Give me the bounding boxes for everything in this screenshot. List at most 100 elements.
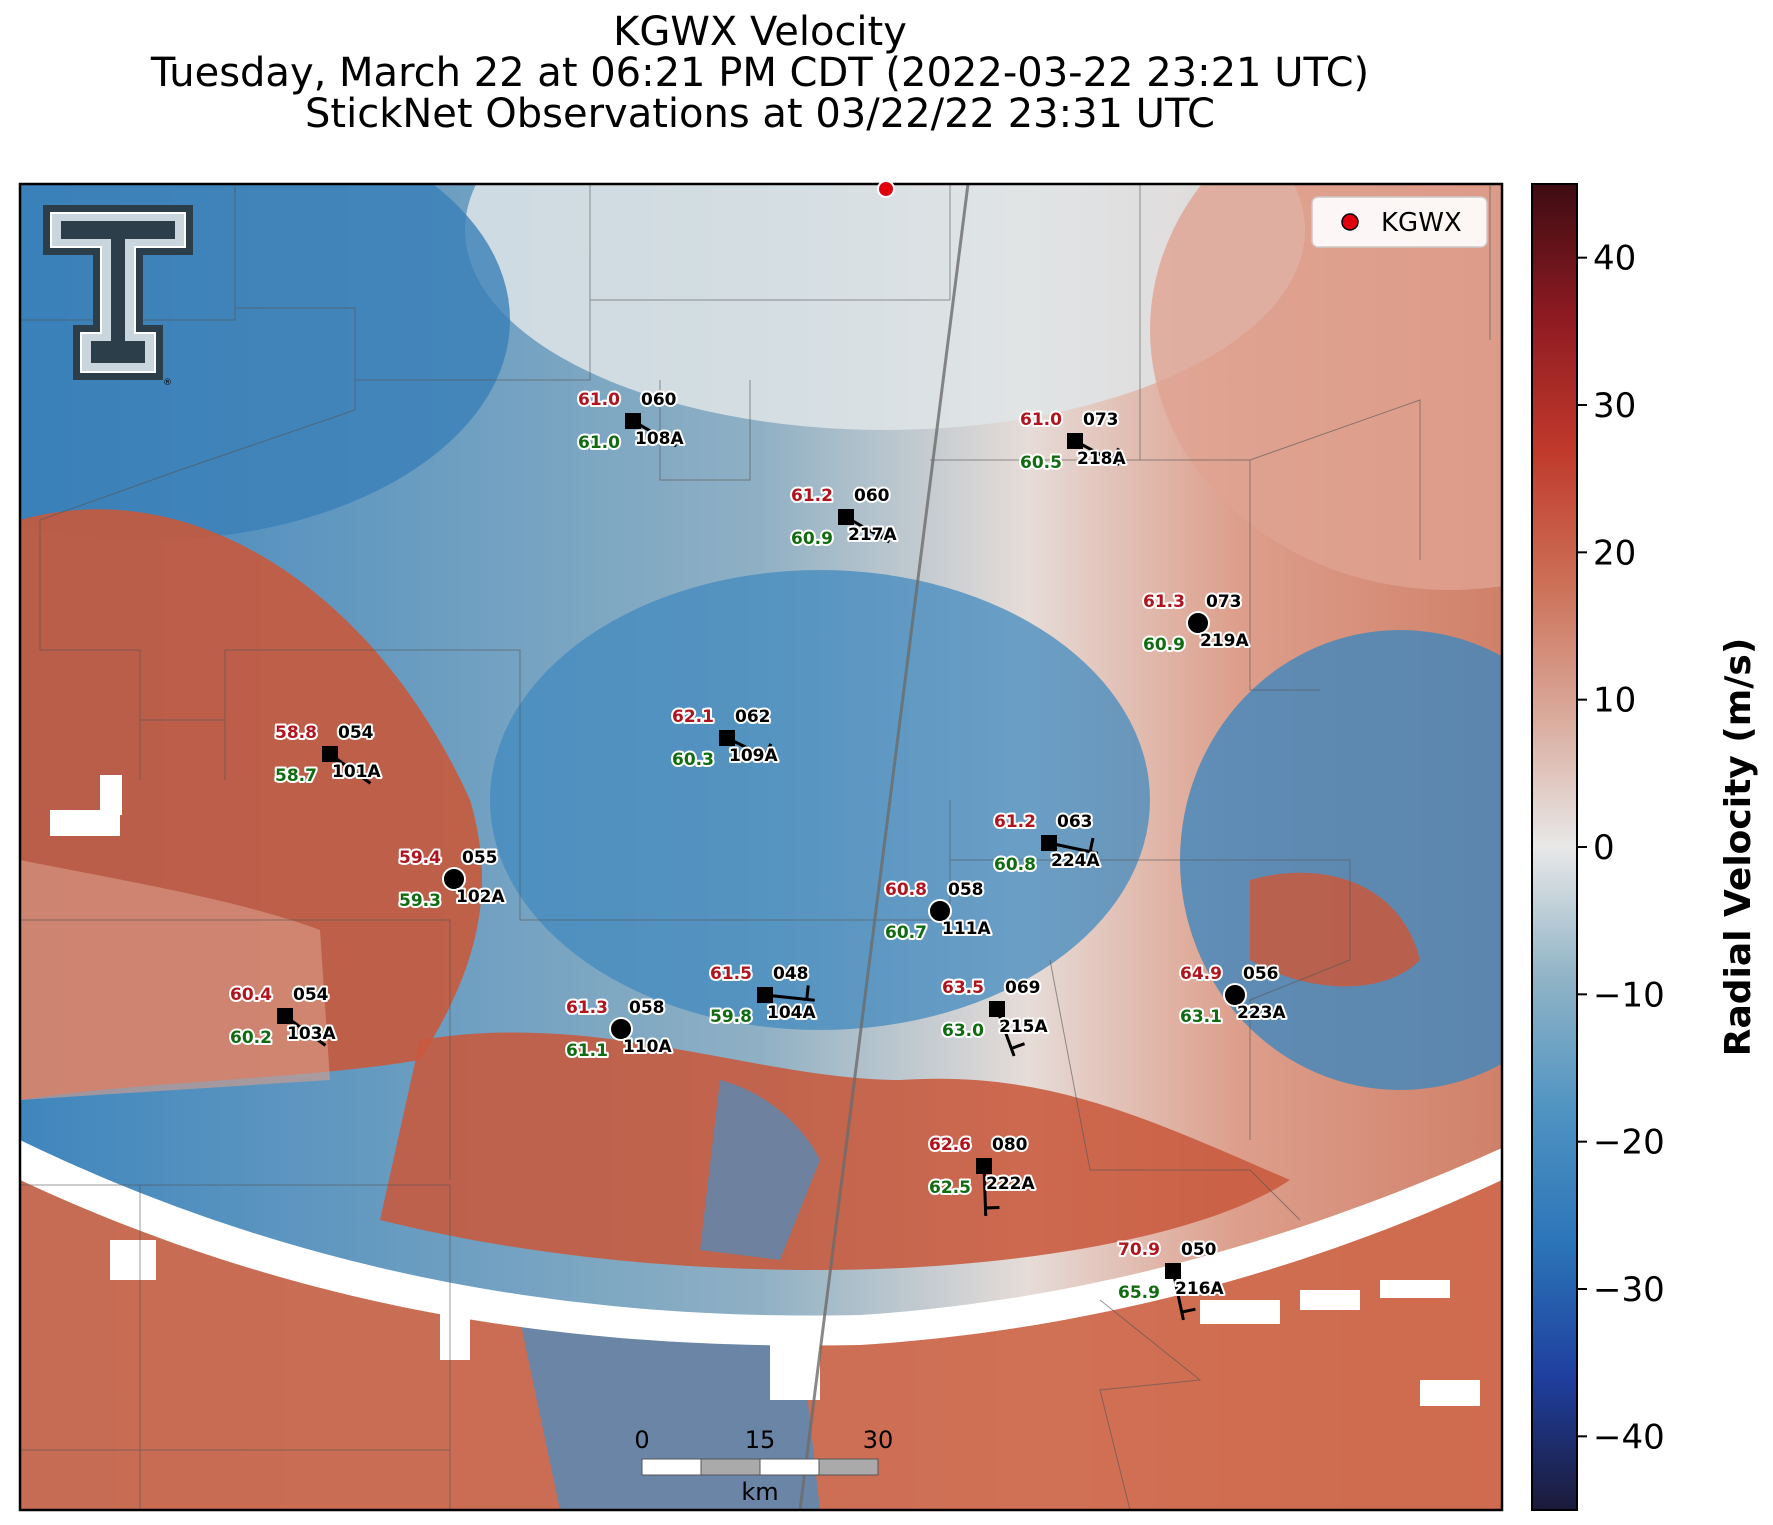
colorbar-tick-label: 10	[1593, 681, 1636, 721]
station-marker-square	[1041, 835, 1057, 851]
station-temperature: 64.9	[1180, 964, 1222, 984]
station-id: 109A	[729, 746, 778, 766]
wind-barb-flag	[362, 766, 374, 780]
scale-bar: 0 15 30 km	[634, 1426, 893, 1506]
station-222A: 62.6 080 62.5 222A	[927, 1133, 1037, 1217]
station-dewpoint: 59.8	[710, 1007, 752, 1027]
legend-marker	[1341, 213, 1359, 231]
station-216A: 70.9 050 65.9 216A	[1116, 1238, 1226, 1321]
station-marker-square	[1165, 1263, 1181, 1279]
colorbar-tick-label: −20	[1593, 1123, 1665, 1163]
station-marker-square	[625, 413, 641, 429]
wind-barb-flag	[763, 743, 773, 758]
station-dewpoint: 60.2	[230, 1028, 272, 1048]
station-temperature: 60.4	[230, 985, 272, 1005]
station-marker-circle	[1223, 983, 1247, 1007]
station-wind-direction: 058	[948, 880, 984, 900]
station-wind-direction: 050	[1181, 1240, 1217, 1260]
station-dewpoint: 62.5	[929, 1178, 971, 1198]
station-dewpoint: 58.7	[275, 766, 317, 786]
colorbar-tick-label: 30	[1593, 386, 1636, 426]
station-temperature: 70.9	[1118, 1240, 1160, 1260]
title-line-3: StickNet Observations at 03/22/22 23:31 …	[305, 91, 1215, 137]
station-marker-square	[757, 987, 773, 1003]
wind-barb-flag	[1110, 447, 1120, 462]
colorbar-bar	[1531, 183, 1578, 1511]
scale-label-30: 30	[863, 1426, 894, 1454]
station-110A: 61.3 058 61.1 110A	[564, 996, 674, 1063]
station-temperature: 59.4	[399, 848, 441, 868]
title-line-1: KGWX Velocity	[613, 9, 907, 55]
station-marker-circle	[1186, 611, 1210, 635]
legend-label: KGWX	[1381, 208, 1462, 238]
station-marker-square	[277, 1008, 293, 1024]
station-id: 222A	[986, 1174, 1035, 1194]
station-temperature: 61.3	[1143, 592, 1185, 612]
station-id: 108A	[635, 429, 684, 449]
radar-map	[20, 184, 1502, 1510]
station-temperature: 61.3	[566, 998, 608, 1018]
station-marker-circle	[609, 1017, 633, 1041]
station-dewpoint: 65.9	[1118, 1283, 1160, 1303]
station-111A: 60.8 058 60.7 111A	[883, 878, 993, 945]
station-dewpoint: 63.0	[942, 1021, 984, 1041]
station-id: 217A	[848, 525, 897, 545]
station-dewpoint: 60.9	[791, 529, 833, 549]
station-dewpoint: 63.1	[1180, 1007, 1222, 1027]
station-dewpoint: 60.5	[1020, 453, 1062, 473]
station-temperature: 61.2	[791, 486, 833, 506]
title-block: KGWX Velocity Tuesday, March 22 at 06:21…	[0, 12, 1520, 135]
colorbar-tick-label: 0	[1593, 828, 1615, 868]
scale-label-15: 15	[745, 1426, 776, 1454]
station-id: 103A	[287, 1024, 336, 1044]
wind-barb-flag	[668, 429, 678, 443]
station-temperature: 62.1	[672, 707, 714, 727]
station-223A: 64.9 056 63.1 223A	[1178, 962, 1288, 1029]
station-temperature: 63.5	[942, 978, 984, 998]
colorbar-tick-label: 40	[1593, 239, 1636, 279]
station-dewpoint: 60.3	[672, 750, 714, 770]
colorbar-label: Radial Velocity (m/s)	[1718, 638, 1759, 1057]
colorbar-tick-label: 20	[1593, 533, 1636, 573]
station-wind-direction: 056	[1243, 964, 1279, 984]
station-wind-direction: 058	[629, 998, 665, 1018]
station-dewpoint: 60.7	[885, 923, 927, 943]
station-id: 216A	[1175, 1279, 1224, 1299]
station-dewpoint: 59.3	[399, 891, 441, 911]
station-wind-direction: 080	[992, 1135, 1028, 1155]
station-id: 104A	[767, 1003, 816, 1023]
map-frame	[18, 182, 1504, 1512]
colorbar-tick-label: −40	[1593, 1417, 1665, 1457]
station-109A: 62.1 062 60.3 109A	[670, 705, 780, 772]
station-108A: 61.0 060 61.0 108A	[576, 388, 686, 455]
station-id: 110A	[623, 1037, 672, 1057]
wind-barb-flag	[881, 525, 891, 539]
station-101A: 58.8 054 58.7 101A	[273, 721, 383, 788]
station-marker-square	[322, 746, 338, 762]
station-dewpoint: 61.1	[566, 1041, 608, 1061]
county-boundaries	[20, 184, 1491, 1510]
station-id: 223A	[1237, 1003, 1286, 1023]
station-marker-square	[838, 509, 854, 525]
station-temperature: 58.8	[275, 723, 317, 743]
station-wind-direction: 055	[462, 848, 498, 868]
station-wind-direction: 060	[641, 390, 677, 410]
station-dewpoint: 60.9	[1143, 635, 1185, 655]
texas-tech-double-t-logo: ®	[43, 205, 193, 388]
station-marker-square	[989, 1001, 1005, 1017]
station-224A: 61.2 063 60.8 224A	[992, 810, 1102, 877]
station-218A: 61.0 073 60.5 218A	[1018, 408, 1128, 475]
colorbar-ticks: 40 30 20 10 0 −10 −20 −30 −40	[1577, 239, 1665, 1457]
station-wind-direction: 063	[1057, 812, 1093, 832]
station-id: 101A	[332, 762, 381, 782]
station-marker-square	[976, 1158, 992, 1174]
station-temperature: 61.0	[578, 390, 620, 410]
station-id: 224A	[1051, 851, 1100, 871]
station-temperature: 60.8	[885, 880, 927, 900]
station-215A: 63.5 069 63.0 215A	[940, 976, 1050, 1057]
station-marker-square	[719, 730, 735, 746]
wind-barb-flag	[1010, 1042, 1026, 1050]
station-219A: 61.3 073 60.9 219A	[1141, 590, 1251, 657]
colorbar-tick-label: −10	[1593, 975, 1665, 1015]
